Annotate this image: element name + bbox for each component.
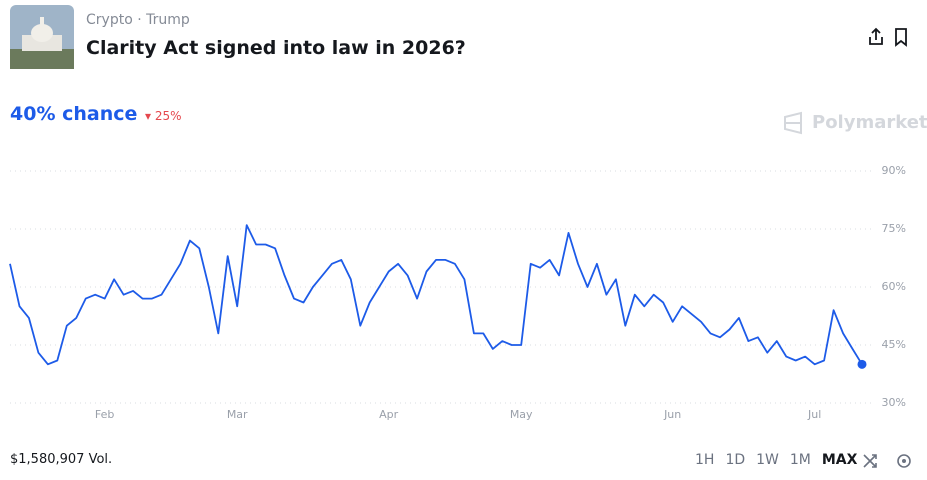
y-tick-label: 45% (882, 338, 906, 351)
x-tick-label: Apr (379, 408, 399, 421)
last-point (857, 359, 867, 369)
range-button[interactable]: 1M (789, 452, 811, 468)
y-tick-label: 75% (882, 222, 906, 235)
change-value: 25% (154, 109, 182, 123)
chart-tools[interactable] (862, 451, 914, 471)
range-buttons: 1H 1D 1W 1M MAX (695, 452, 857, 468)
range-button[interactable]: 1H (695, 452, 715, 468)
tags: Crypto · Trump (86, 12, 190, 28)
tag[interactable]: Crypto (86, 12, 133, 28)
market-image (10, 5, 74, 69)
range-button[interactable]: 1D (725, 452, 746, 468)
x-tick-label: Mar (227, 408, 248, 421)
actions[interactable] (866, 27, 910, 47)
line (9, 224, 863, 366)
x-tick-label: May (510, 408, 533, 421)
change: ▾ 25% (145, 109, 182, 123)
range-button[interactable]: 1W (756, 452, 779, 468)
x-tick-label: Jun (663, 408, 681, 421)
x-tick-label: Feb (95, 408, 114, 421)
tag[interactable]: Trump (146, 12, 190, 28)
x-tick-label: Jul (807, 408, 821, 421)
brand-logo (784, 111, 802, 135)
y-tick-label: 30% (882, 396, 906, 409)
chart: 30% 45% 60% 75% 90% Feb Mar Apr May Jun Jul (9, 164, 906, 421)
range-button[interactable]: MAX (821, 452, 858, 468)
volume: $1,580,907 Vol. (10, 452, 113, 467)
chance: 40% chance (10, 103, 138, 125)
market-title: Clarity Act signed into law in 2026? (86, 37, 466, 59)
brand: Polymarket (812, 112, 927, 133)
y-tick-label: 90% (882, 164, 906, 177)
y-tick-label: 60% (882, 280, 906, 293)
